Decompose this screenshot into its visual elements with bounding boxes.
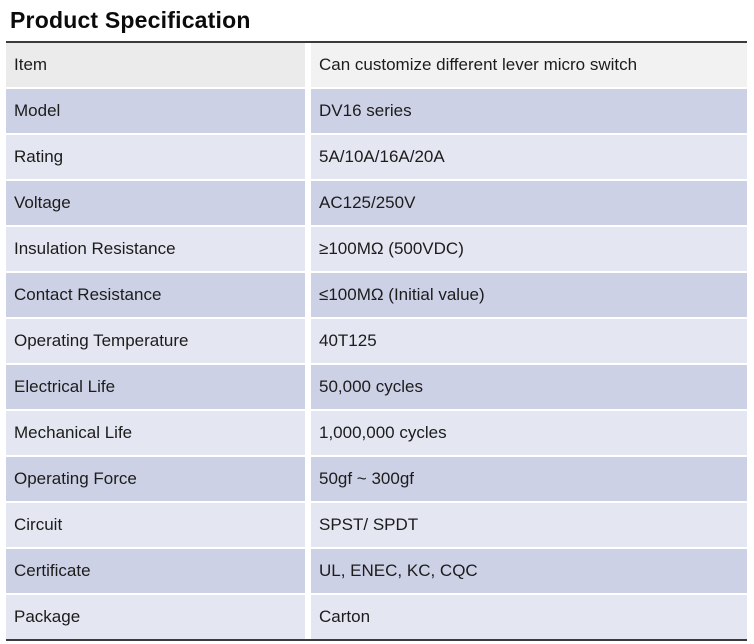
spec-label: Rating <box>6 135 305 179</box>
spec-row-electrical-life: Electrical Life 50,000 cycles <box>6 365 747 409</box>
spec-label: Operating Force <box>6 457 305 501</box>
spec-value: SPST/ SPDT <box>311 503 747 547</box>
spec-label: Mechanical Life <box>6 411 305 455</box>
spec-label: Operating Temperature <box>6 319 305 363</box>
spec-value: DV16 series <box>311 89 747 133</box>
spec-row-insulation-resistance: Insulation Resistance ≥100MΩ (500VDC) <box>6 227 747 271</box>
spec-label: Item <box>6 43 305 87</box>
spec-row-voltage: Voltage AC125/250V <box>6 181 747 225</box>
spec-value: 40T125 <box>311 319 747 363</box>
spec-value: ≥100MΩ (500VDC) <box>311 227 747 271</box>
spec-label: Insulation Resistance <box>6 227 305 271</box>
spec-row-operating-force: Operating Force 50gf ~ 300gf <box>6 457 747 501</box>
spec-row-model: Model DV16 series <box>6 89 747 133</box>
spec-value: AC125/250V <box>311 181 747 225</box>
spec-row-circuit: Circuit SPST/ SPDT <box>6 503 747 547</box>
spec-label: Electrical Life <box>6 365 305 409</box>
spec-value: Carton <box>311 595 747 639</box>
page-title: Product Specification <box>10 7 251 33</box>
spec-row-operating-temperature: Operating Temperature 40T125 <box>6 319 747 363</box>
spec-row-mechanical-life: Mechanical Life 1,000,000 cycles <box>6 411 747 455</box>
spec-row-item: Item Can customize different lever micro… <box>6 43 747 87</box>
spec-value: 5A/10A/16A/20A <box>311 135 747 179</box>
spec-label: Certificate <box>6 549 305 593</box>
spec-value: Can customize different lever micro swit… <box>311 43 747 87</box>
spec-value: UL, ENEC, KC, CQC <box>311 549 747 593</box>
spec-row-certificate: Certificate UL, ENEC, KC, CQC <box>6 549 747 593</box>
spec-row-contact-resistance: Contact Resistance ≤100MΩ (Initial value… <box>6 273 747 317</box>
spec-value: 1,000,000 cycles <box>311 411 747 455</box>
spec-value: 50gf ~ 300gf <box>311 457 747 501</box>
spec-label: Circuit <box>6 503 305 547</box>
spec-value: ≤100MΩ (Initial value) <box>311 273 747 317</box>
spec-label: Contact Resistance <box>6 273 305 317</box>
spec-row-rating: Rating 5A/10A/16A/20A <box>6 135 747 179</box>
spec-label: Model <box>6 89 305 133</box>
spec-table: Item Can customize different lever micro… <box>6 41 747 641</box>
spec-value: 50,000 cycles <box>311 365 747 409</box>
spec-label: Package <box>6 595 305 639</box>
spec-row-package: Package Carton <box>6 595 747 639</box>
spec-label: Voltage <box>6 181 305 225</box>
